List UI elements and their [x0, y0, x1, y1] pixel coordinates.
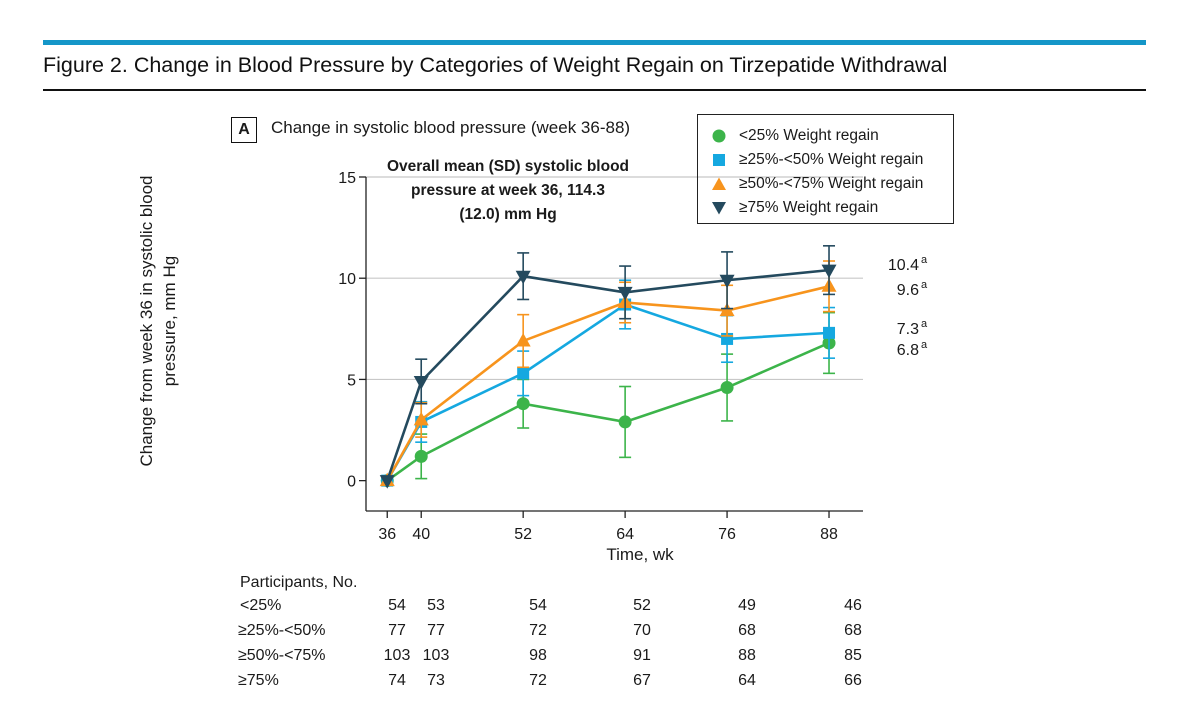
participants-cell: 73	[427, 672, 445, 689]
participants-cell: 98	[529, 647, 547, 664]
legend-label: <25% Weight regain	[739, 127, 879, 144]
x-tick-label: 88	[820, 526, 838, 543]
series-line	[386, 285, 830, 482]
participants-cell: 77	[388, 622, 406, 639]
data-point	[517, 367, 530, 380]
data-point	[719, 274, 735, 289]
y-axis-label: Change from week 36 in systolic blood pr…	[135, 156, 181, 486]
x-tick-label: 52	[514, 526, 532, 543]
participants-cell: 70	[633, 622, 651, 639]
overall-mean-annotation: Overall mean (SD) systolic blood pressur…	[380, 155, 636, 227]
series-group	[379, 260, 837, 487]
participants-cell: 67	[633, 672, 651, 689]
x-tick-label: 40	[412, 526, 430, 543]
data-point	[515, 332, 531, 347]
series-line	[386, 268, 830, 482]
end-value-superscript: a	[921, 318, 928, 330]
data-point	[379, 475, 395, 489]
y-axis-label-line-2: pressure, mm Hg	[160, 255, 179, 387]
x-tick-label: 36	[378, 526, 396, 543]
participants-row-label: ≥50%-<75%	[238, 647, 326, 664]
data-point	[413, 375, 429, 390]
participants-cell: 68	[844, 622, 862, 639]
legend: <25% Weight regain ≥25%-<50% Weight rega…	[697, 114, 954, 224]
legend-label: ≥25%-<50% Weight regain	[739, 151, 924, 168]
data-point	[413, 411, 429, 426]
overall-line-3: (12.0) mm Hg	[459, 206, 557, 223]
series-group	[379, 245, 837, 489]
end-value-superscript: a	[921, 254, 928, 266]
participants-row-label: <25%	[240, 597, 282, 614]
end-value-superscript: a	[921, 339, 928, 351]
participants-cell: 49	[738, 597, 756, 614]
y-axis-label-line-1: Change from week 36 in systolic blood	[137, 175, 156, 467]
data-point	[823, 326, 836, 339]
data-point	[821, 264, 837, 279]
overall-line-2: pressure at week 36, 114.3	[411, 182, 605, 199]
legend-label: ≥75% Weight regain	[739, 199, 879, 216]
participants-cell: 46	[844, 597, 862, 614]
panel-title: Change in systolic blood pressure (week …	[271, 118, 631, 137]
data-point	[516, 397, 530, 411]
figure-title: Figure 2. Change in Blood Pressure by Ca…	[43, 53, 948, 77]
x-tick-label: 76	[718, 526, 736, 543]
participants-header: Participants, No.	[240, 574, 358, 591]
x-tick-label: 64	[616, 526, 634, 543]
end-value-superscript: a	[921, 279, 928, 291]
legend-item: ≥25%-<50% Weight regain	[711, 148, 953, 172]
end-value-label: 10.4	[888, 257, 919, 274]
participants-cell: 68	[738, 622, 756, 639]
participants-cell: 91	[633, 647, 651, 664]
participants-cell: 88	[738, 647, 756, 664]
data-point	[618, 415, 632, 429]
data-point	[617, 286, 633, 301]
x-axis-label: Time, wk	[606, 545, 674, 564]
participants-cell: 52	[633, 597, 651, 614]
data-point	[720, 381, 734, 395]
participants-cell: 66	[844, 672, 862, 689]
participants-row-label: ≥75%	[238, 672, 279, 689]
y-tick-label: 10	[338, 271, 356, 288]
participants-cell: 103	[422, 647, 450, 664]
y-tick-label: 5	[347, 372, 356, 389]
data-point	[414, 449, 428, 463]
series-group	[381, 279, 836, 487]
participants-cell: 64	[738, 672, 756, 689]
title-rule	[43, 89, 1146, 91]
y-tick-label: 0	[347, 474, 356, 491]
series-group	[380, 311, 836, 488]
legend-item: <25% Weight regain	[711, 124, 953, 148]
end-value-label: 7.3	[897, 321, 919, 338]
participants-cell: 54	[388, 597, 406, 614]
series-line	[386, 341, 830, 482]
panel-letter: A	[231, 117, 257, 143]
end-value-label: 9.6	[897, 282, 919, 299]
circle-marker-icon	[712, 129, 726, 143]
top-accent-bar	[43, 40, 1146, 45]
participants-cell: 54	[529, 597, 547, 614]
square-marker-icon	[713, 154, 725, 166]
triangle-down-marker-icon	[712, 202, 726, 215]
participants-cell: 77	[427, 622, 445, 639]
participants-row-label: ≥25%-<50%	[238, 622, 326, 639]
y-tick-label: 15	[338, 170, 356, 187]
end-value-label: 6.8	[897, 342, 919, 359]
overall-line-1: Overall mean (SD) systolic blood	[386, 158, 630, 175]
triangle-up-marker-icon	[712, 177, 726, 190]
participants-cell: 72	[529, 672, 547, 689]
legend-item: ≥50%-<75% Weight regain	[711, 172, 953, 196]
participants-cell: 53	[427, 597, 445, 614]
series-line	[386, 303, 830, 482]
data-point	[515, 270, 531, 285]
legend-item: ≥75% Weight regain	[711, 196, 953, 220]
participants-cell: 74	[388, 672, 406, 689]
participants-cell: 85	[844, 647, 862, 664]
participants-cell: 72	[529, 622, 547, 639]
participants-cell: 103	[383, 647, 411, 664]
legend-label: ≥50%-<75% Weight regain	[739, 175, 924, 192]
